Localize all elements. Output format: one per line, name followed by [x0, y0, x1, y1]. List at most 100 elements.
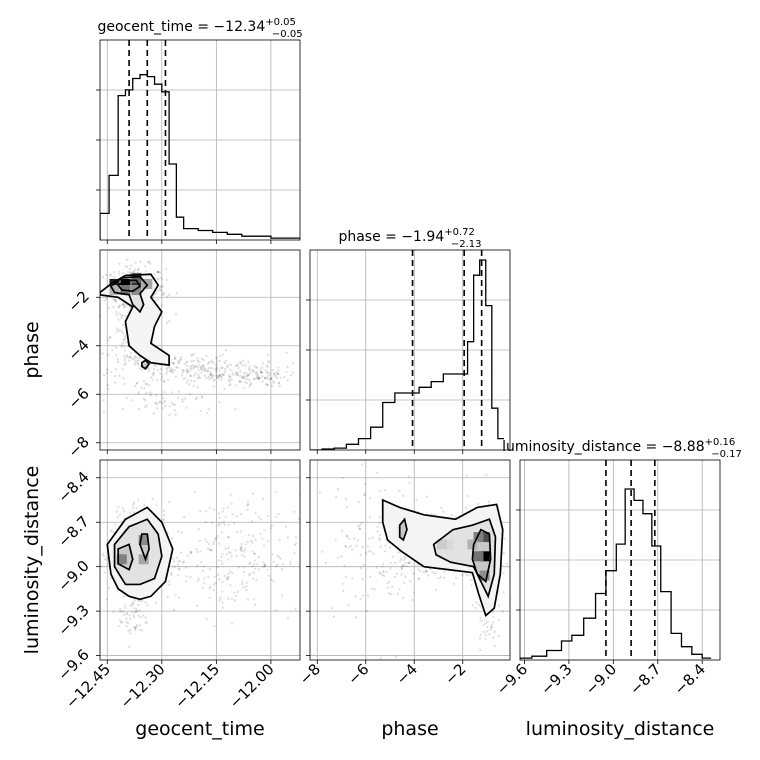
- sample-point: [303, 518, 305, 520]
- sample-point: [482, 624, 486, 627]
- sample-point: [153, 401, 157, 405]
- yaxis-label-phase: phase: [21, 321, 43, 378]
- sample-point: [285, 370, 288, 374]
- sample-point: [235, 371, 238, 374]
- sample-point: [172, 362, 175, 365]
- sample-point: [442, 576, 446, 579]
- sample-point: [328, 584, 330, 586]
- sample-point: [293, 510, 296, 514]
- sample-point: [123, 338, 126, 341]
- sample-point: [341, 530, 344, 533]
- sample-point: [285, 525, 288, 528]
- sample-point: [268, 378, 271, 381]
- sample-point: [204, 367, 207, 371]
- sample-point: [212, 379, 215, 382]
- sample-point: [185, 406, 188, 409]
- sample-point: [227, 536, 230, 539]
- sample-point: [252, 377, 256, 381]
- sample-point: [241, 553, 244, 557]
- sample-point: [227, 379, 231, 382]
- sample-point: [226, 506, 230, 509]
- sample-point: [125, 624, 128, 628]
- ytick-label-luminosity_distance: −9.3: [54, 601, 92, 639]
- sample-point: [393, 575, 396, 579]
- sample-point: [193, 490, 197, 494]
- sample-point: [134, 268, 137, 271]
- sample-point: [391, 555, 395, 558]
- sample-point: [218, 359, 221, 363]
- sample-point: [125, 396, 129, 400]
- sample-point: [245, 581, 249, 584]
- sample-point: [116, 515, 120, 519]
- sample-point: [197, 369, 200, 372]
- sample-point: [115, 327, 119, 330]
- sample-point: [267, 361, 271, 364]
- sample-point: [230, 622, 234, 625]
- sample-point: [272, 579, 275, 583]
- sample-point: [190, 550, 193, 554]
- sample-point: [257, 377, 260, 380]
- sample-point: [202, 565, 206, 568]
- sample-point: [105, 273, 108, 277]
- sample-point: [340, 555, 343, 558]
- sample-point: [223, 361, 226, 365]
- sample-point: [245, 375, 248, 378]
- sample-point: [245, 588, 248, 592]
- sample-point: [227, 597, 230, 601]
- sample-point: [229, 584, 232, 587]
- sample-point: [114, 374, 117, 378]
- sample-point: [175, 292, 178, 295]
- sample-point: [182, 377, 185, 381]
- sample-point: [257, 377, 261, 380]
- sample-point: [109, 336, 112, 339]
- sample-point: [222, 520, 226, 524]
- sample-point: [134, 629, 137, 632]
- sample-point: [220, 376, 223, 379]
- sample-point: [215, 357, 218, 360]
- sample-point: [174, 593, 177, 597]
- sample-point: [363, 493, 366, 497]
- sample-point: [263, 376, 267, 380]
- sample-point: [490, 625, 493, 629]
- sample-point: [267, 574, 271, 577]
- sample-point: [266, 383, 269, 386]
- sample-point: [236, 371, 239, 375]
- sample-point: [253, 603, 257, 606]
- sample-point: [137, 363, 140, 366]
- sample-point: [175, 365, 178, 369]
- sample-point: [355, 544, 358, 548]
- sample-point: [480, 619, 483, 623]
- sample-point: [213, 575, 216, 578]
- sample-point: [249, 382, 253, 385]
- sample-point: [461, 574, 464, 577]
- sample-point: [195, 396, 199, 400]
- sample-point: [112, 611, 115, 614]
- sample-point: [114, 367, 118, 371]
- sample-point: [291, 371, 295, 374]
- sample-point: [123, 359, 126, 362]
- sample-point: [358, 524, 362, 527]
- panel-title-phase: phase = −1.94+0.72 −2.13: [338, 227, 481, 250]
- sample-point: [109, 273, 113, 276]
- sample-point: [131, 503, 135, 506]
- sample-point: [156, 369, 160, 372]
- sample-point: [171, 368, 174, 372]
- sample-point: [294, 542, 298, 545]
- sample-point: [286, 379, 289, 382]
- sample-point: [122, 306, 126, 309]
- sample-point: [271, 384, 274, 388]
- sample-point: [115, 354, 118, 357]
- sample-point: [206, 575, 210, 579]
- sample-point: [252, 598, 256, 601]
- sample-point: [270, 377, 273, 380]
- sample-point: [271, 553, 274, 556]
- sample-point: [133, 358, 136, 362]
- sample-point: [180, 531, 184, 534]
- sample-point: [166, 370, 169, 373]
- sample-point: [261, 380, 264, 383]
- sample-point: [240, 546, 243, 549]
- sample-point: [251, 368, 255, 372]
- sample-point: [409, 580, 412, 583]
- sample-point: [174, 375, 177, 379]
- sample-point: [123, 305, 127, 309]
